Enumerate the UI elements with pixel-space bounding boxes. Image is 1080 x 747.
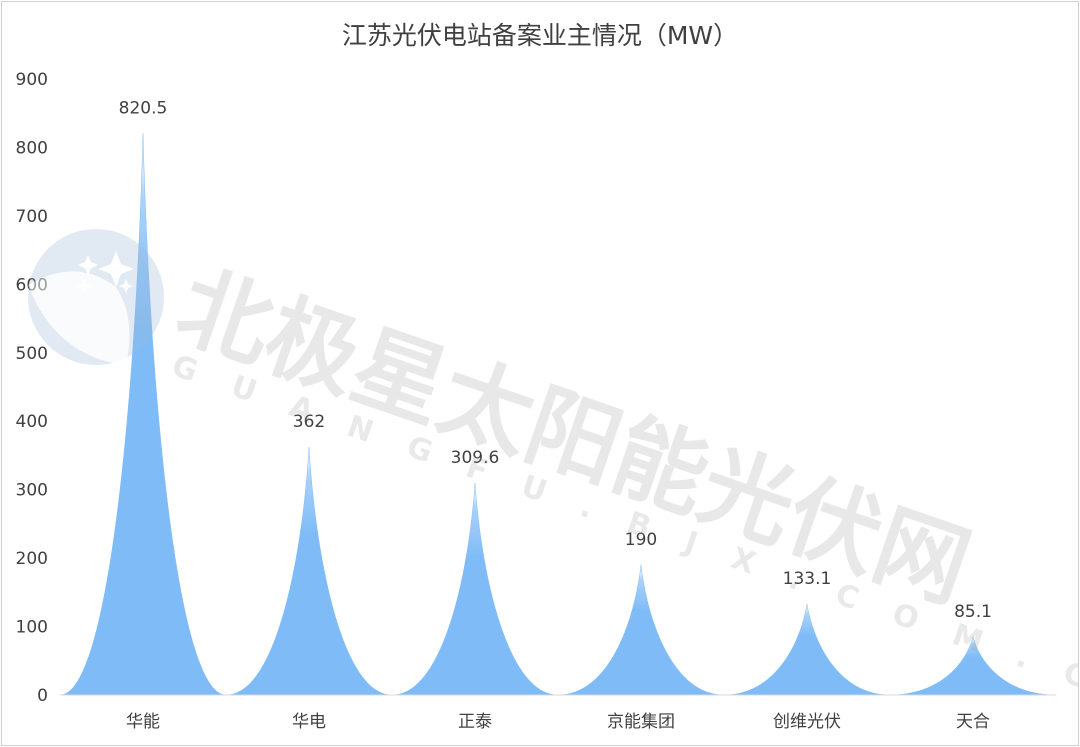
y-tick-label: 200 <box>16 549 48 569</box>
y-tick-label: 0 <box>37 686 48 706</box>
y-tick-label: 300 <box>16 481 48 501</box>
x-category-label: 华能 <box>126 712 160 732</box>
y-tick-label: 500 <box>16 344 48 364</box>
x-category-label: 京能集团 <box>607 712 675 732</box>
y-tick-label: 100 <box>16 618 48 638</box>
y-tick-label: 700 <box>16 207 48 227</box>
x-axis: 华能 华电 正泰 京能集团 创维光伏 天合 <box>126 712 990 732</box>
data-label: 85.1 <box>954 602 992 622</box>
x-category-label: 华电 <box>292 712 326 732</box>
x-category-label: 创维光伏 <box>773 712 841 732</box>
data-label: 190 <box>625 530 657 550</box>
polaris-star-logo-icon <box>28 229 164 365</box>
y-tick-label: 900 <box>16 70 48 90</box>
area-peak <box>723 603 891 696</box>
y-tick-label: 400 <box>16 412 48 432</box>
x-category-label: 正泰 <box>458 712 492 732</box>
y-axis: 0 100 200 300 400 500 600 700 800 900 <box>16 70 48 706</box>
area-peak <box>557 564 725 696</box>
area-peak <box>225 447 393 696</box>
y-tick-label: 800 <box>16 138 48 158</box>
chart-title: 江苏光伏电站备案业主情况（MW） <box>342 21 738 50</box>
y-tick-label: 600 <box>16 275 48 295</box>
data-label: 820.5 <box>119 98 168 118</box>
area-peak <box>391 483 559 696</box>
x-category-label: 天合 <box>956 712 990 732</box>
watermark-text-cn: 北极星太阳能光伏网 <box>165 252 983 623</box>
area-peak <box>59 133 227 696</box>
data-label: 133.1 <box>783 569 832 589</box>
data-labels: 820.5 362 309.6 190 133.1 85.1 <box>119 98 992 621</box>
data-label: 309.6 <box>451 448 500 468</box>
data-label: 362 <box>293 412 325 432</box>
